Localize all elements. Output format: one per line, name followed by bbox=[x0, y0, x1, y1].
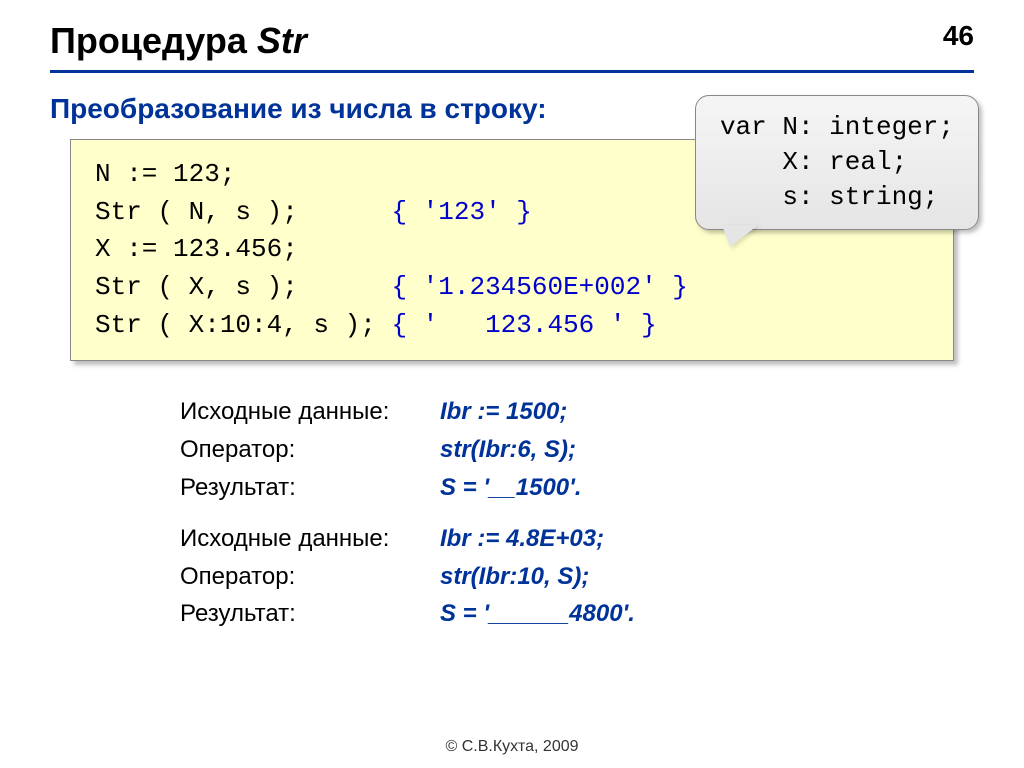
example-row: Оператор: str(Ibr:6, S); bbox=[180, 433, 974, 467]
example-label: Результат: bbox=[180, 471, 440, 505]
example-row: Исходные данные: Ibr := 1500; bbox=[180, 395, 974, 429]
example-row: Результат: S = '______4800'. bbox=[180, 597, 974, 631]
example-value: Ibr := 1500; bbox=[440, 395, 567, 429]
example-row: Оператор: str(Ibr:10, S); bbox=[180, 560, 974, 594]
example-label: Оператор: bbox=[180, 560, 440, 594]
examples: Исходные данные: Ibr := 1500; Оператор: … bbox=[180, 395, 974, 631]
example-row: Исходные данные: Ibr := 4.8E+03; bbox=[180, 522, 974, 556]
var-callout: var N: integer; X: real; s: string; bbox=[695, 95, 979, 230]
callout-line: var N: integer; bbox=[720, 112, 954, 142]
code-line: X := 123.456; bbox=[95, 231, 929, 269]
title-italic: Str bbox=[257, 20, 307, 61]
example-label: Исходные данные: bbox=[180, 395, 440, 429]
slide: Процедура Str 46 Преобразование из числа… bbox=[0, 0, 1024, 768]
example-value: str(Ibr:6, S); bbox=[440, 433, 576, 467]
title-rule bbox=[50, 70, 974, 73]
example-value: S = '__1500'. bbox=[440, 471, 582, 505]
code-line: Str ( X:10:4, s ); { ' 123.456 ' } bbox=[95, 307, 929, 345]
callout-line: X: real; bbox=[720, 147, 907, 177]
example-label: Исходные данные: bbox=[180, 522, 440, 556]
example-label: Результат: bbox=[180, 597, 440, 631]
callout-line: s: string; bbox=[720, 182, 938, 212]
title-text: Процедура bbox=[50, 20, 257, 61]
example-row: Результат: S = '__1500'. bbox=[180, 471, 974, 505]
page-title: Процедура Str bbox=[50, 20, 307, 62]
example-label: Оператор: bbox=[180, 433, 440, 467]
page-number: 46 bbox=[943, 20, 974, 52]
footer-copyright: © С.В.Кухта, 2009 bbox=[0, 738, 1024, 756]
example-value: str(Ibr:10, S); bbox=[440, 560, 589, 594]
header: Процедура Str 46 bbox=[50, 20, 974, 70]
example-value: S = '______4800'. bbox=[440, 597, 635, 631]
code-line: Str ( X, s ); { '1.234560E+002' } bbox=[95, 269, 929, 307]
example-value: Ibr := 4.8E+03; bbox=[440, 522, 604, 556]
